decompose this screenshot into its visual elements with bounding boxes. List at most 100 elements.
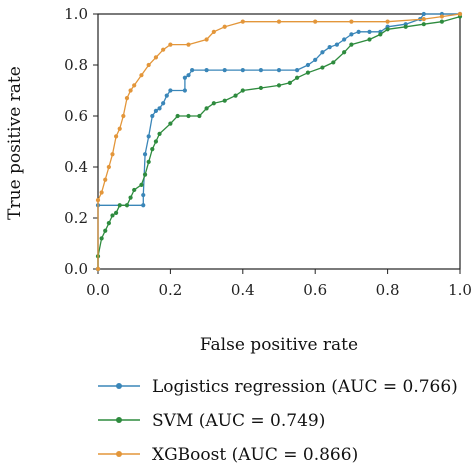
data-point	[334, 42, 340, 47]
series-line	[97, 15, 461, 269]
data-point	[349, 32, 354, 37]
data-point	[222, 68, 227, 73]
data-point	[378, 32, 383, 37]
data-point	[356, 29, 361, 34]
axes: 0.0 0.2 0.4 0.6 0.8 1.0 0.0 0.2 0.4 0.6 0.8 1.0	[64, 5, 472, 299]
data-point	[110, 213, 115, 218]
data-point	[124, 203, 130, 208]
data-point	[128, 195, 133, 200]
data-point	[142, 152, 148, 157]
data-point	[182, 88, 187, 93]
data-point	[132, 187, 137, 193]
data-point	[161, 101, 166, 106]
data-point	[331, 60, 336, 65]
data-point	[153, 55, 159, 60]
data-point	[121, 113, 126, 119]
data-point	[153, 108, 159, 113]
series-2	[95, 14, 463, 272]
data-point	[287, 80, 292, 85]
data-point	[457, 11, 463, 17]
data-point	[276, 19, 282, 24]
data-point	[240, 19, 245, 24]
data-point	[150, 147, 155, 152]
data-point	[153, 139, 159, 144]
series-3	[95, 11, 463, 272]
y-tick-label: 0.4	[64, 158, 88, 176]
data-point	[276, 83, 282, 88]
data-point	[168, 42, 173, 47]
data-point	[106, 164, 111, 170]
data-point	[222, 98, 227, 103]
data-point	[342, 50, 347, 55]
data-point	[132, 83, 137, 88]
data-point	[175, 113, 180, 119]
data-point	[204, 37, 209, 42]
legend-label: Logistics regression (AUC = 0.766)	[152, 377, 458, 397]
data-point	[141, 192, 146, 198]
data-point	[186, 42, 191, 47]
x-tick-label: 0.8	[376, 281, 400, 299]
data-point	[110, 152, 115, 157]
series-line	[97, 13, 461, 269]
data-point	[403, 24, 408, 29]
data-point	[342, 37, 347, 42]
data-point	[305, 70, 311, 75]
data-point	[320, 65, 325, 70]
data-point	[114, 210, 119, 215]
data-point	[139, 73, 144, 78]
data-point	[320, 50, 325, 55]
data-point	[139, 182, 144, 187]
data-point	[240, 88, 245, 93]
legend-swatch-marker	[116, 451, 122, 457]
data-point	[222, 24, 227, 29]
data-point	[276, 68, 282, 73]
legend-item: Logistics regression (AUC = 0.766)	[98, 377, 458, 397]
data-point	[157, 131, 162, 136]
plot-frame	[97, 13, 461, 270]
data-point	[99, 236, 104, 241]
series-layer	[95, 11, 463, 272]
y-tick-label: 0.2	[64, 209, 88, 227]
data-point	[305, 62, 311, 68]
x-tick-label: 0.0	[86, 281, 110, 299]
data-point	[240, 68, 245, 73]
data-point	[150, 113, 155, 119]
x-tick-label: 1.0	[448, 281, 472, 299]
data-point	[117, 203, 122, 208]
data-point	[182, 75, 187, 80]
data-point	[421, 17, 426, 22]
legend-label: XGBoost (AUC = 0.866)	[152, 445, 358, 465]
data-point	[168, 121, 173, 126]
data-point	[186, 73, 191, 78]
series-line	[97, 13, 460, 269]
data-point	[95, 198, 101, 203]
data-point	[161, 47, 166, 52]
data-point	[233, 93, 238, 98]
data-point	[114, 134, 119, 139]
x-axis-label: False positive rate	[200, 335, 358, 355]
series-1	[95, 11, 463, 272]
data-point	[99, 190, 104, 195]
y-tick-label: 1.0	[64, 5, 88, 23]
legend: Logistics regression (AUC = 0.766) SVM (A…	[98, 377, 458, 465]
legend-swatch-marker	[116, 417, 122, 423]
data-point	[313, 57, 318, 63]
data-point	[211, 101, 216, 106]
data-point	[367, 37, 372, 42]
data-point	[295, 75, 300, 80]
data-point	[124, 96, 130, 101]
data-point	[197, 113, 202, 119]
data-point	[385, 19, 390, 24]
legend-label: SVM (AUC = 0.749)	[152, 411, 325, 431]
data-point	[157, 106, 162, 111]
data-point	[142, 172, 148, 177]
data-point	[103, 228, 108, 233]
data-point	[190, 68, 195, 73]
y-tick-label: 0.0	[64, 260, 88, 278]
data-point	[439, 19, 444, 24]
x-tick-label: 0.2	[158, 281, 182, 299]
legend-item: XGBoost (AUC = 0.866)	[98, 445, 358, 465]
data-point	[204, 106, 209, 111]
x-tick-label: 0.6	[303, 281, 327, 299]
